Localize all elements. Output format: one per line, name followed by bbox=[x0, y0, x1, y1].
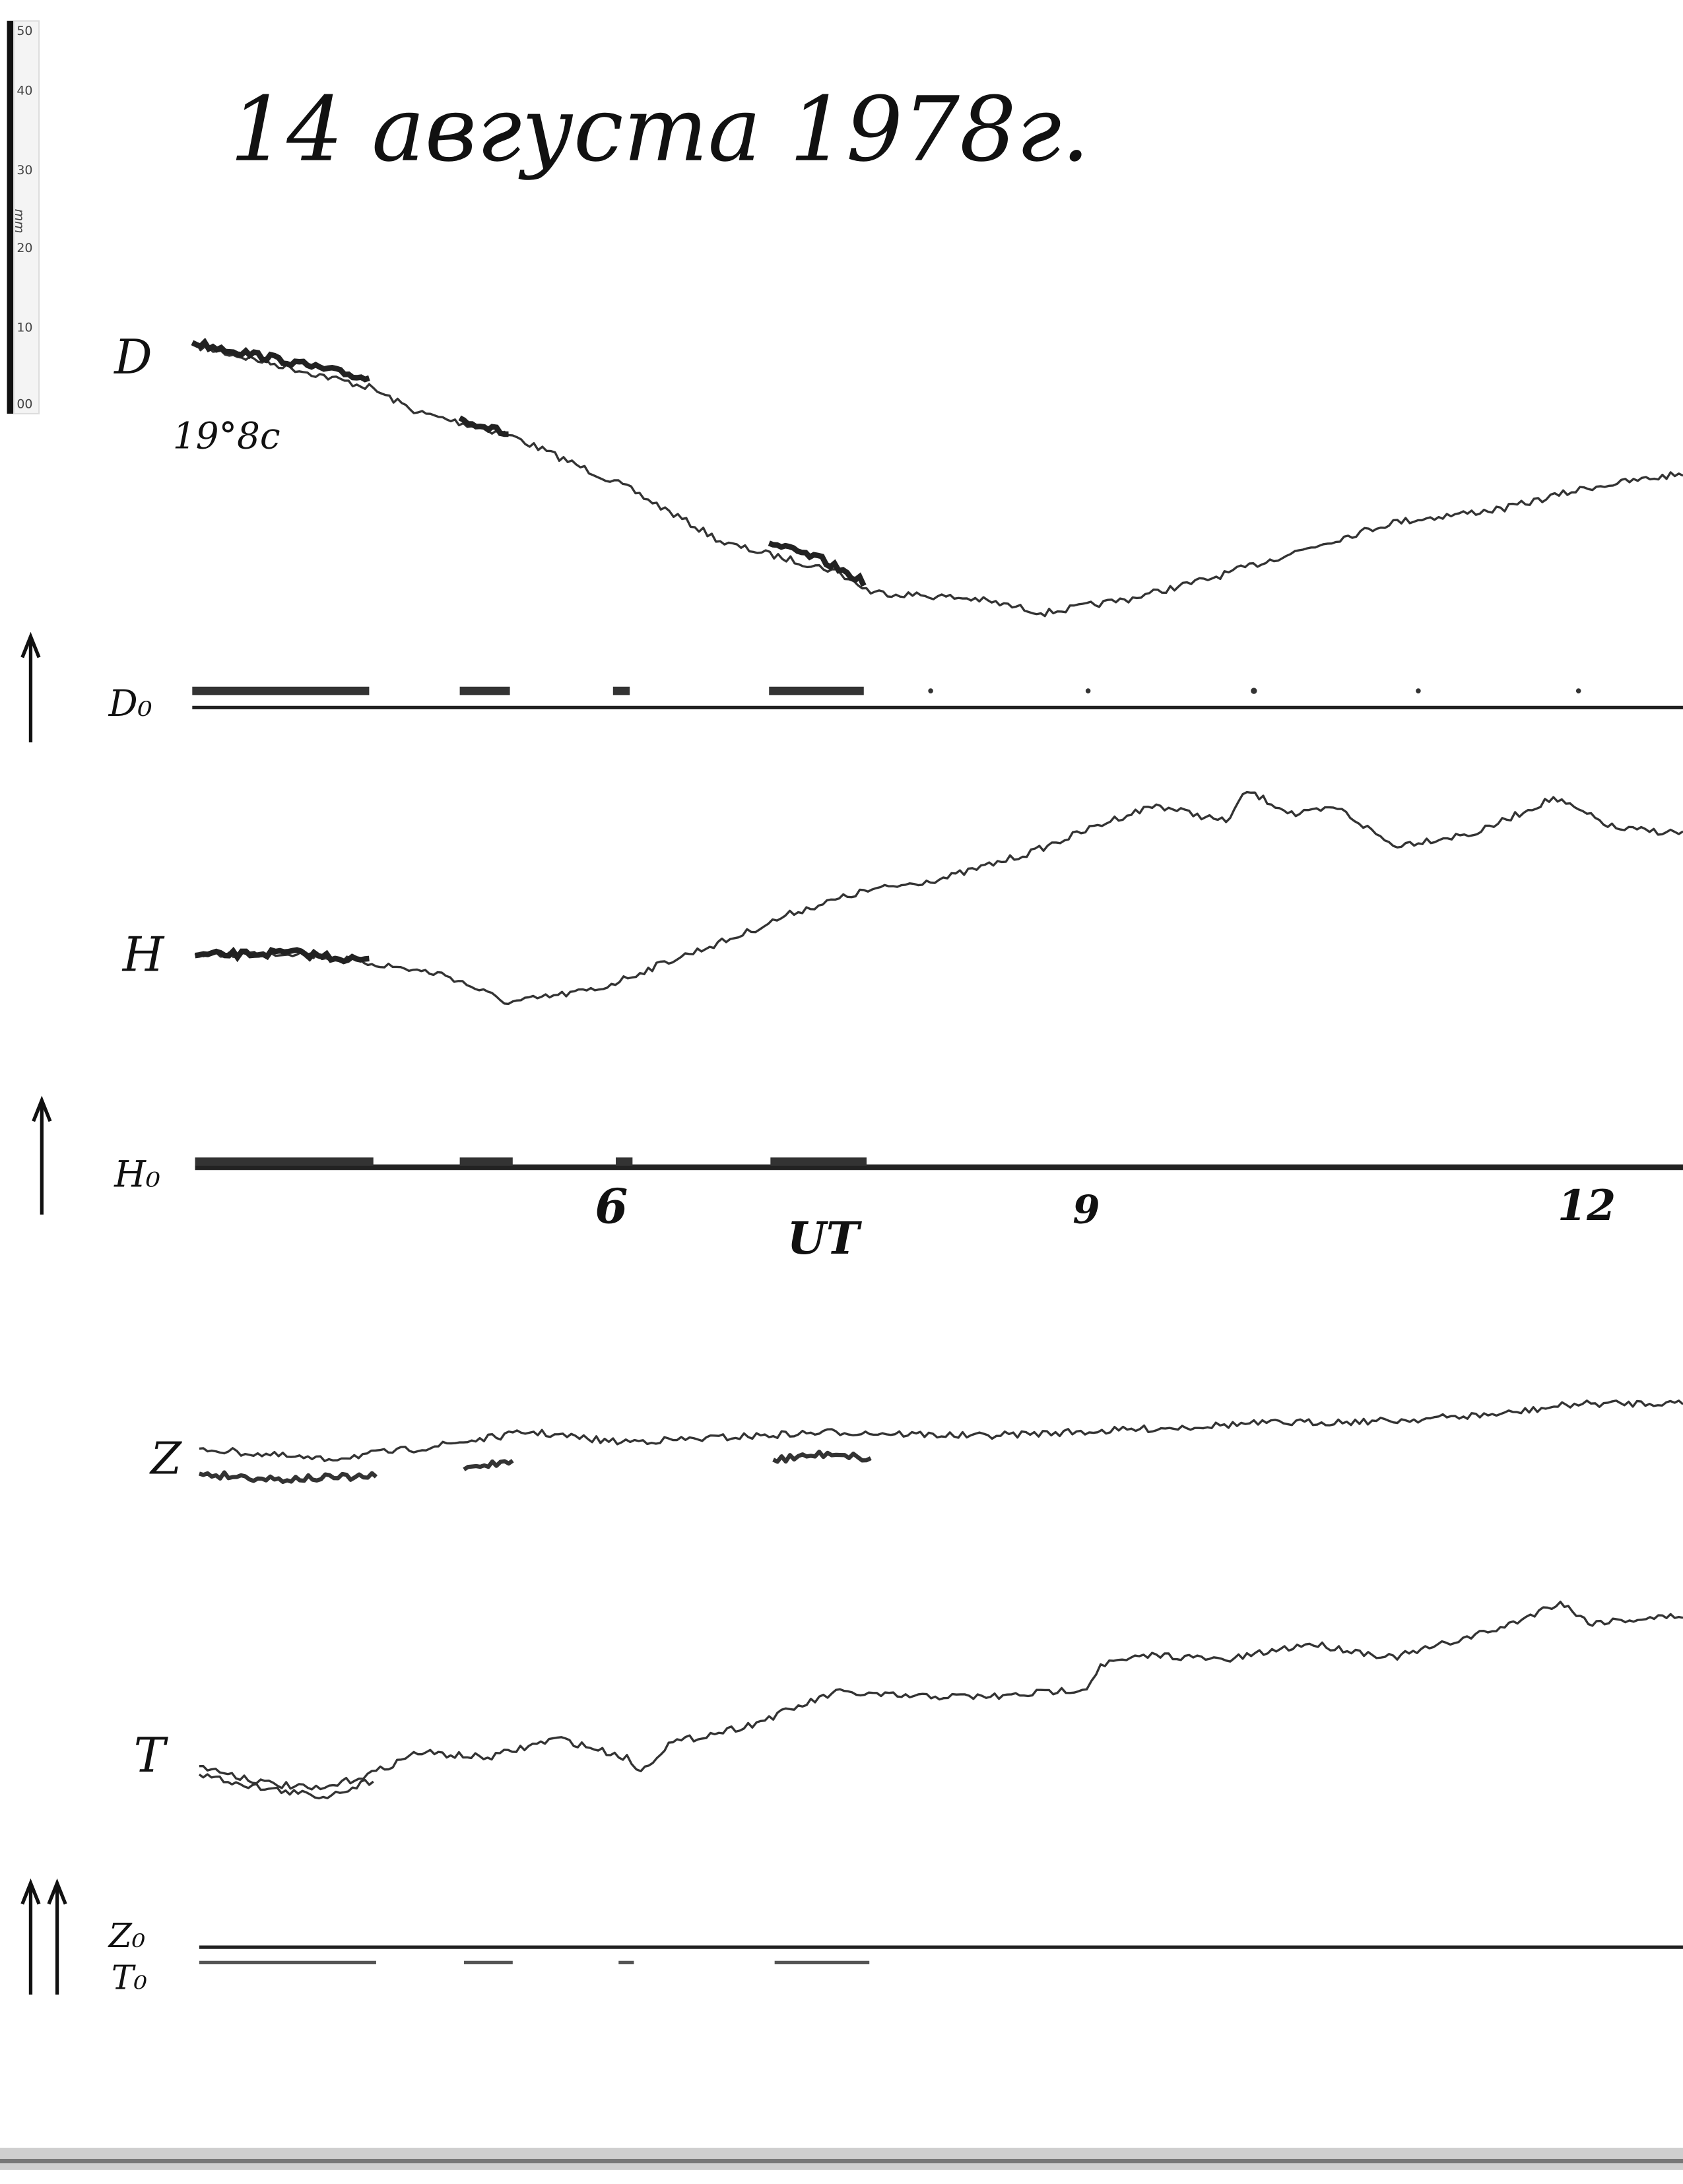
arrow-head bbox=[32, 1095, 52, 1122]
dot bbox=[1416, 688, 1421, 693]
trace-z-low bbox=[463, 1459, 514, 1471]
trace-z-low bbox=[772, 1450, 872, 1464]
time-tick: 9 bbox=[1072, 1186, 1100, 1232]
trace-d-heavy bbox=[458, 415, 509, 437]
arrow-head bbox=[47, 1878, 67, 1905]
scale-tick: 40 bbox=[16, 84, 32, 98]
scale-tick: 30 bbox=[16, 163, 32, 177]
trace-d-heavy bbox=[191, 337, 370, 383]
trace-z bbox=[199, 1399, 1683, 1463]
trace-h-heavy bbox=[194, 946, 370, 965]
trace-d bbox=[191, 342, 1683, 618]
dot bbox=[1251, 688, 1257, 694]
segments bbox=[192, 686, 1581, 695]
dot bbox=[1085, 688, 1091, 693]
time-tick: 6 bbox=[595, 1178, 628, 1234]
scale-tick: 10 bbox=[16, 320, 32, 335]
trace-label: Z bbox=[149, 1432, 182, 1484]
title: 14 августа 1978г. bbox=[230, 78, 1090, 181]
trace-d-heavy bbox=[768, 540, 867, 587]
scale-bar bbox=[7, 20, 15, 414]
trace-h bbox=[194, 790, 1683, 1006]
trace-t bbox=[199, 1600, 1683, 1791]
annotation: 19°8c bbox=[173, 415, 280, 457]
trace-label: D₀ bbox=[108, 682, 152, 724]
dot bbox=[928, 688, 933, 693]
scale-unit: mm bbox=[12, 209, 26, 234]
trace-label: T bbox=[134, 1727, 169, 1783]
scale-tick: 20 bbox=[16, 241, 32, 255]
trace-label: T₀ bbox=[112, 1958, 147, 1997]
scan-edge-line bbox=[0, 2158, 1683, 2164]
arrow-head bbox=[20, 631, 41, 658]
scale-ticks: 50 40 30 20 10 00 mm bbox=[12, 24, 32, 412]
scale-tick: 00 bbox=[16, 397, 32, 412]
trace-label: Z₀ bbox=[108, 1916, 146, 1955]
arrow-head bbox=[20, 1878, 41, 1905]
time-axis-label: UT bbox=[787, 1212, 863, 1264]
scale-tick: 50 bbox=[16, 24, 32, 38]
trace-t-double bbox=[198, 1773, 374, 1800]
time-tick: 12 bbox=[1558, 1181, 1616, 1230]
trace-label: H₀ bbox=[114, 1153, 160, 1196]
trace-label: D bbox=[113, 329, 152, 385]
time-axis: 6 9 12 UT bbox=[595, 1178, 1616, 1264]
dot bbox=[1575, 688, 1581, 693]
trace-label: H bbox=[121, 926, 165, 982]
trace-z-low bbox=[198, 1470, 378, 1485]
scale-strip bbox=[13, 20, 40, 415]
